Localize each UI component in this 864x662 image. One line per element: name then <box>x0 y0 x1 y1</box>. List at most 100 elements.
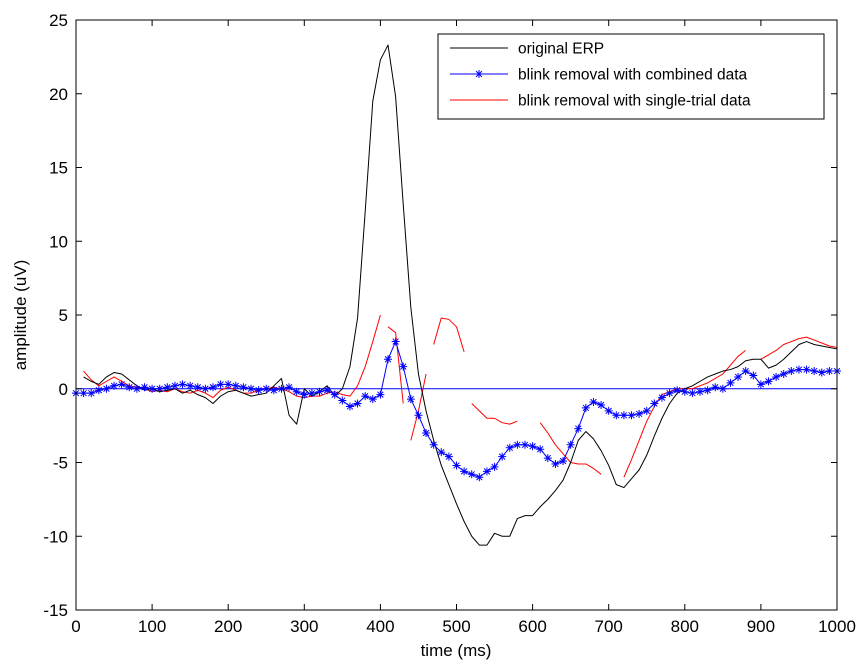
series-line <box>387 326 404 404</box>
data-point <box>756 380 765 389</box>
legend-entries: original ERP blink removal with combined … <box>450 41 751 110</box>
data-point <box>247 384 256 393</box>
series-line <box>760 336 838 360</box>
data-point <box>285 383 294 392</box>
series-line <box>471 403 518 425</box>
x-tick-label: 800 <box>671 617 699 636</box>
data-point <box>711 383 720 392</box>
data-point <box>688 389 697 398</box>
data-point <box>361 392 370 401</box>
data-point <box>216 380 225 389</box>
data-point <box>543 454 552 463</box>
data-point <box>163 383 172 392</box>
data-point <box>566 440 575 449</box>
data-point <box>467 470 476 479</box>
data-point <box>482 467 491 476</box>
legend-marker <box>475 70 483 78</box>
data-point <box>429 440 438 449</box>
data-point <box>315 387 324 396</box>
data-point <box>102 384 111 393</box>
data-point <box>627 411 636 420</box>
data-point <box>817 368 826 377</box>
series-line <box>83 44 838 546</box>
x-axis-ticks: 0 100 200 300 400 500 600 700 800 900 1000 <box>71 20 856 636</box>
data-point <box>475 473 484 482</box>
data-point <box>94 386 103 395</box>
data-point <box>642 406 651 415</box>
data-point <box>269 386 278 395</box>
data-point <box>224 380 233 389</box>
legend: original ERP blink removal with combined … <box>437 33 825 120</box>
x-tick-label: 600 <box>518 617 546 636</box>
data-point <box>132 384 141 393</box>
y-axis-label: amplitude (uV) <box>11 260 30 371</box>
data-point <box>148 384 157 393</box>
data-point <box>300 390 309 399</box>
data-point <box>604 406 613 415</box>
data-point <box>559 457 568 466</box>
data-point <box>794 365 803 374</box>
y-tick-label: 25 <box>49 11 68 30</box>
data-point <box>338 396 347 405</box>
legend-entry: blink removal with combined data <box>450 67 748 84</box>
data-point <box>657 393 666 402</box>
data-point <box>810 367 819 376</box>
legend-entry: original ERP <box>450 41 604 58</box>
x-tick-label: 900 <box>747 617 775 636</box>
data-point <box>726 378 735 387</box>
y-tick-label: 0 <box>59 380 68 399</box>
data-point <box>117 380 126 389</box>
data-point <box>201 384 210 393</box>
legend-label: original ERP <box>518 41 604 58</box>
data-point <box>490 462 499 471</box>
data-point <box>520 440 529 449</box>
data-point <box>551 459 560 468</box>
data-point <box>178 380 187 389</box>
data-point <box>665 389 674 398</box>
data-point <box>460 467 469 476</box>
data-point <box>452 461 461 470</box>
data-point <box>444 452 453 461</box>
data-point <box>155 384 164 393</box>
data-point <box>589 398 598 407</box>
data-point <box>635 409 644 418</box>
data-point <box>650 399 659 408</box>
data-point <box>505 443 514 452</box>
x-tick-label: 100 <box>138 617 166 636</box>
data-point <box>414 411 423 420</box>
data-point <box>399 362 408 371</box>
x-tick-label: 400 <box>366 617 394 636</box>
data-point <box>376 390 385 399</box>
data-point <box>673 386 682 395</box>
data-point <box>231 381 240 390</box>
data-point <box>718 384 727 393</box>
data-point <box>619 411 628 420</box>
y-axis-ticks: -15 -10 -5 0 5 10 15 20 25 <box>43 11 837 620</box>
data-point <box>208 383 217 392</box>
data-point <box>696 387 705 396</box>
data-point <box>406 395 415 404</box>
data-point <box>391 337 400 346</box>
data-point <box>353 399 362 408</box>
data-point <box>802 365 811 374</box>
data-point <box>345 402 354 411</box>
data-point <box>749 371 758 380</box>
data-point <box>764 377 773 386</box>
series-original-erp <box>83 44 838 546</box>
x-axis-label: time (ms) <box>421 641 492 660</box>
data-point <box>79 389 88 398</box>
data-point <box>307 389 316 398</box>
data-point <box>787 367 796 376</box>
legend-label: blink removal with combined data <box>518 67 748 84</box>
x-tick-label: 300 <box>290 617 318 636</box>
x-tick-label: 1000 <box>818 617 856 636</box>
data-point <box>437 448 446 457</box>
y-tick-label: 15 <box>49 159 68 178</box>
data-point <box>597 400 606 409</box>
data-point <box>292 387 301 396</box>
legend-label: blink removal with single-trial data <box>518 93 751 110</box>
data-point <box>703 386 712 395</box>
y-tick-label: -10 <box>43 527 68 546</box>
data-point <box>612 411 621 420</box>
